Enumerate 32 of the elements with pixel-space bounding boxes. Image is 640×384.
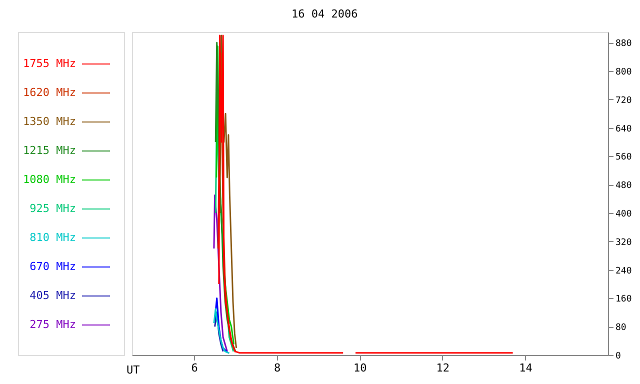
y-tick-label: 880 xyxy=(616,39,632,50)
y-tick-label: 640 xyxy=(616,124,632,134)
legend-label: 670 MHz xyxy=(30,260,76,273)
chart-title: 16 04 2006 xyxy=(292,8,358,20)
x-tick-label: 10 xyxy=(354,362,367,374)
legend-label: 1755 MHz xyxy=(23,57,76,70)
line-series xyxy=(214,312,224,352)
y-tick-label: 0 xyxy=(616,352,621,362)
line-series xyxy=(213,308,230,354)
x-tick-label: 14 xyxy=(519,362,533,374)
line-series xyxy=(213,194,228,352)
y-tick-label: 320 xyxy=(616,238,632,248)
y-tick-label: 800 xyxy=(616,68,632,78)
y-tick-label: 560 xyxy=(616,152,632,163)
x-tick-label: 6 xyxy=(191,362,198,374)
y-tick-label: 160 xyxy=(616,294,632,305)
legend-label: 1080 MHz xyxy=(23,173,76,186)
y-tick-label: 400 xyxy=(616,210,632,220)
y-tick-label: 240 xyxy=(616,266,632,276)
x-axis-title: UT xyxy=(126,364,140,376)
legend-label: 925 MHz xyxy=(30,202,76,215)
legend-label: 1350 MHz xyxy=(23,115,76,128)
legend-label: 1620 MHz xyxy=(23,86,76,99)
y-tick-label: 720 xyxy=(616,96,632,106)
x-tick-label: 8 xyxy=(274,362,281,374)
legend-label: 405 MHz xyxy=(30,289,76,302)
legend-label: 275 MHz xyxy=(30,318,76,331)
y-tick-label: 80 xyxy=(616,323,626,334)
legend-label: 1215 MHz xyxy=(23,144,76,157)
legend-label: 810 MHz xyxy=(30,231,76,244)
x-tick-label: 12 xyxy=(436,362,450,374)
y-tick-label: 480 xyxy=(616,181,632,192)
